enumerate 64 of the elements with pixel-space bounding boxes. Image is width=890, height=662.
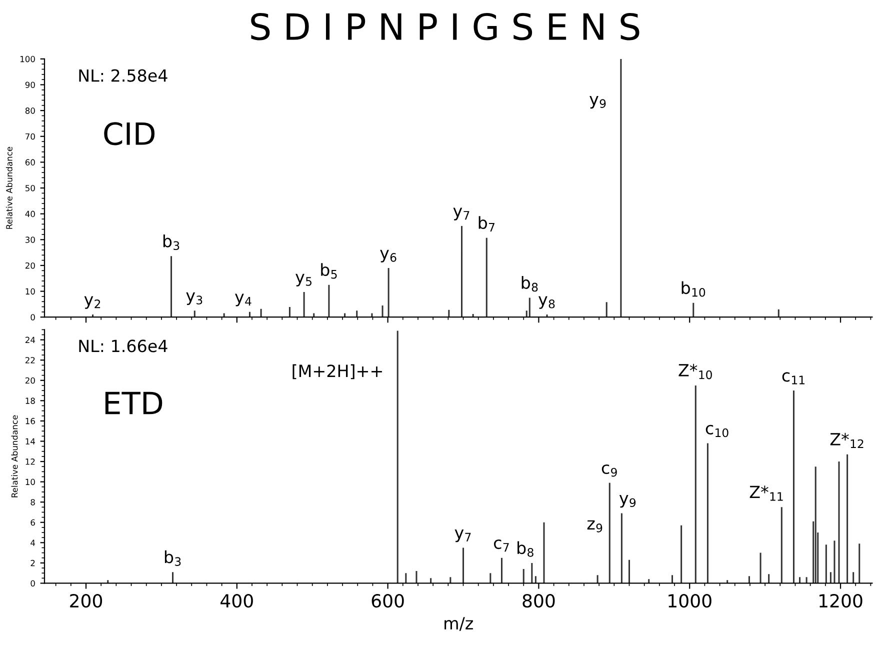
annotation: Z*$_{10}$ [678, 364, 712, 380]
chart-title: S D I P N P I G S E N S [251, 12, 640, 40]
y-tick-label: 4 [30, 540, 36, 546]
annotation: y$_{9}$ [590, 96, 606, 109]
y-tick-label: 6 [30, 519, 35, 526]
annotation: Z*$_{11}$ [750, 486, 783, 501]
annotation: ETD [105, 392, 162, 414]
x-tick-label: 200 [70, 594, 102, 608]
annotation: y$_{9}$ [619, 495, 636, 508]
y-tick-label: 20 [25, 377, 35, 384]
annotation: y$_{6}$ [380, 250, 396, 262]
y-tick-label: 24 [25, 336, 36, 343]
x-tick-label: 800 [522, 594, 555, 608]
annotation: z$_{9}$ [587, 520, 602, 532]
y-tick-label: 90 [25, 82, 35, 88]
y-tick-label: 14 [26, 438, 36, 444]
annotation: b$_{8}$ [522, 276, 538, 292]
y-tick-label: 100 [20, 56, 35, 62]
annotation: c$_{9}$ [602, 464, 617, 477]
annotation: c$_{10}$ [706, 424, 728, 438]
annotation: CID [104, 122, 155, 146]
y-axis-title: Relative Abundance [11, 415, 18, 498]
y-tick-label: 50 [26, 184, 35, 192]
x-tick-label: 600 [372, 594, 404, 608]
y-tick-label: 22 [25, 357, 35, 364]
y-axis-title: Relative Abundance [6, 146, 12, 229]
annotation: b$_{5}$ [321, 263, 337, 279]
annotation: y$_{3}$ [186, 292, 202, 305]
annotation: y$_{2}$ [84, 296, 100, 309]
annotation: y$_{4}$ [235, 294, 252, 306]
annotation: c$_{7}$ [494, 540, 509, 552]
y-tick-label: 2 [30, 560, 35, 566]
y-tick-label: 8 [30, 499, 35, 506]
annotation: y$_{7}$ [454, 530, 471, 542]
x-tick-label: 1000 [668, 594, 712, 608]
annotation: b$_{10}$ [682, 281, 706, 297]
annotation: b$_{3}$ [163, 234, 180, 250]
annotation: Z*$_{12}$ [830, 432, 864, 448]
y-tick-label: 18 [26, 398, 35, 404]
annotation: NL: 2.58e4 [79, 69, 168, 82]
x-tick-label: 1200 [820, 594, 862, 608]
annotation: y$_{5}$ [296, 274, 312, 286]
y-tick-label: 10 [26, 288, 35, 295]
y-tick-label: 60 [25, 159, 35, 166]
y-tick-label: 30 [26, 236, 35, 243]
y-tick-label: 0 [30, 314, 35, 320]
annotation: b$_{3}$ [164, 550, 181, 566]
annotation: c$_{11}$ [782, 372, 804, 384]
annotation: b$_{7}$ [478, 216, 494, 232]
y-tick-label: 40 [25, 210, 35, 218]
y-tick-label: 20 [25, 262, 35, 269]
annotation: NL: 1.66e4 [79, 340, 168, 352]
x-axis-title: m/z [444, 617, 473, 631]
x-tick-label: 400 [220, 594, 253, 608]
annotation: b$_{8}$ [518, 541, 534, 557]
y-tick-label: 0 [30, 580, 35, 587]
y-tick-label: 10 [26, 478, 35, 486]
y-tick-label: 70 [26, 133, 35, 140]
annotation: y$_{8}$ [538, 296, 555, 309]
y-tick-label: 80 [25, 108, 35, 114]
annotation: [M+2H]++ [292, 364, 382, 380]
y-tick-label: 16 [26, 418, 35, 424]
annotation: y$_{7}$ [453, 208, 470, 220]
y-tick-label: 12 [26, 458, 35, 465]
